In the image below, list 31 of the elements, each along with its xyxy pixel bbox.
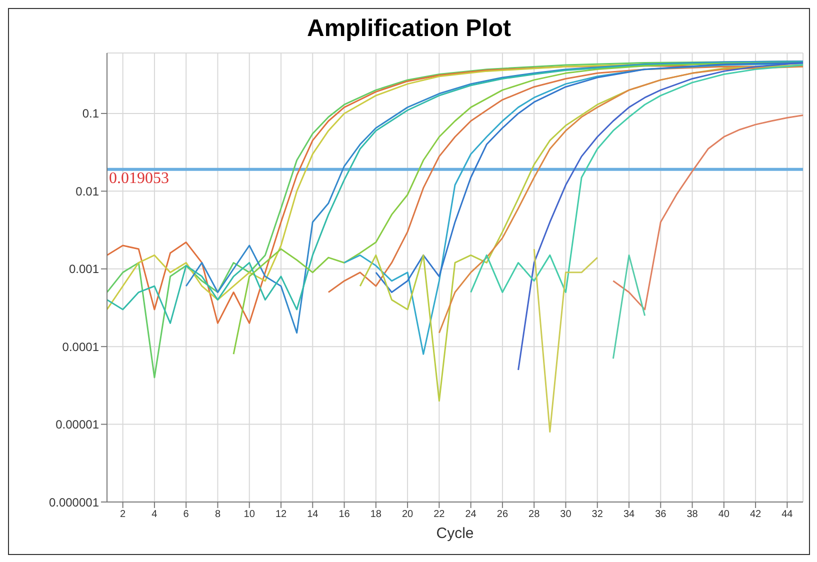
y-tick-label: 0.001 (68, 262, 100, 276)
x-tick-label: 14 (307, 509, 319, 520)
x-tick-label: 10 (244, 509, 256, 520)
x-tick-label: 20 (402, 509, 414, 520)
x-tick-label: 18 (370, 509, 382, 520)
x-tick-label: 6 (183, 509, 190, 520)
x-tick-label: 12 (275, 509, 287, 520)
x-tick-label: 34 (623, 509, 635, 520)
x-tick-label: 22 (434, 509, 446, 520)
x-tick-label: 30 (560, 509, 572, 520)
x-tick-label: 40 (718, 509, 730, 520)
y-tick-label: 0.0001 (62, 340, 100, 354)
x-tick-label: 44 (782, 509, 794, 520)
x-tick-label: 32 (592, 509, 604, 520)
x-tick-label: 2 (120, 509, 126, 520)
ref-line-label: 0.019053 (109, 170, 169, 187)
x-tick-label: 26 (496, 509, 508, 520)
x-tick-label: 4 (152, 509, 158, 520)
x-tick-label: 28 (528, 509, 540, 520)
y-tick-label: 0.00001 (56, 418, 100, 432)
x-tick-label: 16 (338, 509, 350, 520)
y-tick-label: 0.000001 (48, 495, 100, 510)
y-tick-label: 0.01 (76, 184, 100, 198)
x-tick-label: 36 (655, 509, 667, 520)
y-tick-label: 0.1 (82, 106, 100, 121)
x-axis-title: Cycle (436, 525, 474, 542)
chart-title: Amplification Plot (306, 15, 512, 44)
x-tick-label: 38 (686, 509, 698, 520)
x-tick-label: 24 (465, 509, 477, 520)
x-tick-label: 42 (750, 509, 762, 520)
x-tick-label: 8 (214, 509, 221, 520)
